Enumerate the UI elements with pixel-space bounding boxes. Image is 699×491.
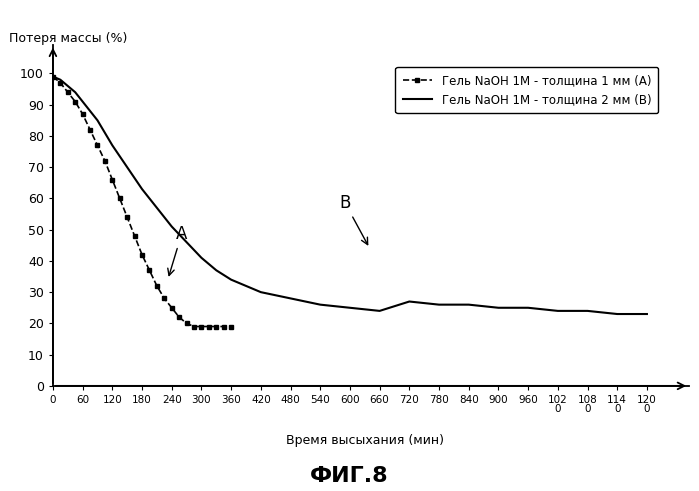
Гель NaOH 1М - толщина 1 мм (А) [182,321,191,327]
Гель NaOH 1М - толщина 2 мм (В) [49,74,57,80]
Гель NaOH 1М - толщина 2 мм (В) [405,299,414,304]
Гель NaOH 1М - толщина 1 мм (А) [123,214,131,220]
Гель NaOH 1М - толщина 1 мм (А) [101,158,109,164]
X-axis label: Время высыхания (мин): Время высыхания (мин) [286,434,444,446]
Гель NaOH 1М - толщина 1 мм (А) [219,324,228,329]
Гель NaOH 1М - толщина 1 мм (А) [49,74,57,80]
Гель NaOH 1М - толщина 2 мм (В) [554,308,562,314]
Гель NaOH 1М - толщина 2 мм (В) [287,296,295,301]
Гель NaOH 1М - толщина 2 мм (В) [64,83,72,89]
Гель NaOH 1М - толщина 2 мм (В) [101,130,109,136]
Text: ФИГ.8: ФИГ.8 [310,466,389,486]
Гель NaOH 1М - толщина 2 мм (В) [316,301,324,307]
Гель NaOH 1М - толщина 1 мм (А) [86,127,94,133]
Гель NaOH 1М - толщина 2 мм (В) [123,164,131,170]
Гель NaOH 1М - толщина 2 мм (В) [78,99,87,105]
Text: Потеря массы (%): Потеря массы (%) [9,32,128,45]
Гель NaOH 1М - толщина 2 мм (В) [182,239,191,245]
Гель NaOH 1М - толщина 1 мм (А) [205,324,213,329]
Гель NaOH 1М - толщина 1 мм (А) [168,305,176,311]
Гель NaOH 1М - толщина 1 мм (А) [108,177,117,183]
Гель NaOH 1М - толщина 2 мм (В) [524,305,533,311]
Гель NaOH 1М - толщина 1 мм (А) [64,89,72,95]
Гель NaOH 1М - толщина 2 мм (В) [584,308,592,314]
Гель NaOH 1М - толщина 2 мм (В) [108,142,117,148]
Гель NaOH 1М - толщина 1 мм (А) [227,324,236,329]
Гель NaOH 1М - толщина 1 мм (А) [138,252,146,258]
Гель NaOH 1М - толщина 1 мм (А) [212,324,220,329]
Гель NaOH 1М - толщина 1 мм (А) [190,324,199,329]
Гель NaOH 1М - толщина 1 мм (А) [197,324,206,329]
Гель NaOH 1М - толщина 2 мм (В) [257,289,265,295]
Гель NaOH 1М - толщина 2 мм (В) [56,77,64,82]
Гель NaOH 1М - толщина 1 мм (А) [93,142,101,148]
Гель NaOH 1М - толщина 2 мм (В) [152,205,161,211]
Гель NaOH 1М - толщина 1 мм (А) [160,296,168,301]
Гель NaOH 1М - толщина 1 мм (А) [78,111,87,117]
Гель NaOH 1М - толщина 2 мм (В) [168,223,176,229]
Гель NaOH 1М - толщина 2 мм (В) [613,311,621,317]
Line: Гель NaOH 1М - толщина 1 мм (А): Гель NaOH 1М - толщина 1 мм (А) [50,74,233,329]
Гель NaOH 1М - толщина 2 мм (В) [197,255,206,261]
Гель NaOH 1М - толщина 2 мм (В) [435,301,443,307]
Гель NaOH 1М - толщина 1 мм (А) [145,267,154,273]
Гель NaOH 1М - толщина 1 мм (А) [115,195,124,201]
Гель NaOH 1М - толщина 2 мм (В) [212,267,220,273]
Гель NaOH 1М - толщина 1 мм (А) [175,314,183,320]
Гель NaOH 1М - толщина 1 мм (А) [152,283,161,289]
Line: Гель NaOH 1М - толщина 2 мм (В): Гель NaOH 1М - толщина 2 мм (В) [53,77,647,314]
Гель NaOH 1М - толщина 2 мм (В) [93,117,101,123]
Гель NaOH 1М - толщина 2 мм (В) [494,305,503,311]
Гель NaOH 1М - толщина 1 мм (А) [71,99,80,105]
Гель NaOH 1М - толщина 2 мм (В) [375,308,384,314]
Гель NaOH 1М - толщина 1 мм (А) [56,80,64,86]
Гель NaOH 1М - толщина 2 мм (В) [346,305,354,311]
Гель NaOH 1М - толщина 2 мм (В) [227,277,236,283]
Text: B: B [339,194,368,245]
Гель NaOH 1М - толщина 2 мм (В) [138,186,146,192]
Гель NaOH 1М - толщина 1 мм (А) [131,233,139,239]
Гель NaOH 1М - толщина 2 мм (В) [86,108,94,114]
Legend: Гель NaOH 1М - толщина 1 мм (А), Гель NaOH 1М - толщина 2 мм (В): Гель NaOH 1М - толщина 1 мм (А), Гель Na… [396,67,658,113]
Гель NaOH 1М - толщина 2 мм (В) [642,311,651,317]
Text: A: A [168,225,187,275]
Гель NaOH 1М - толщина 2 мм (В) [71,89,80,95]
Гель NaOH 1М - толщина 2 мм (В) [465,301,473,307]
